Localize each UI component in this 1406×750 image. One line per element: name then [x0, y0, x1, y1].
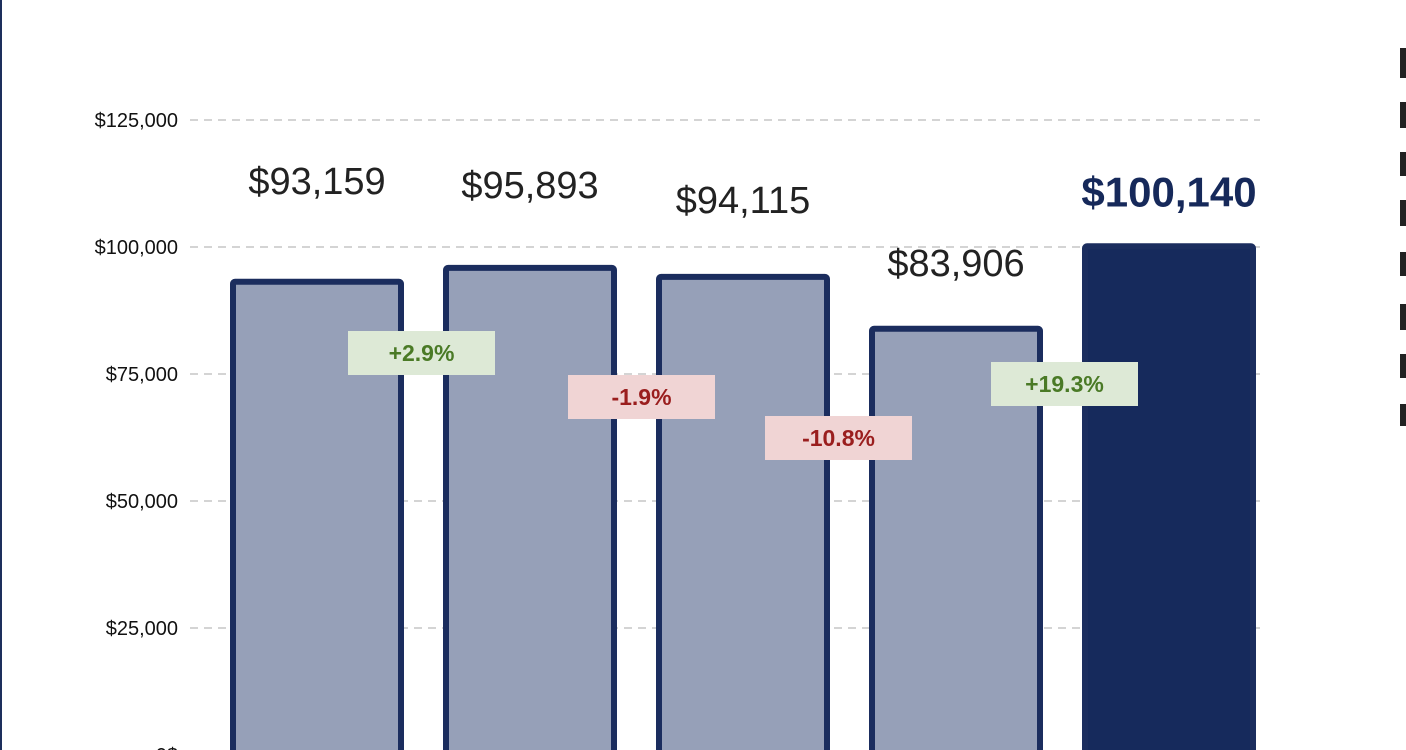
- y-tick-label: $100,000: [95, 237, 178, 259]
- bar-value-label: $83,906: [887, 243, 1024, 285]
- y-tick-label: $25,000: [106, 618, 178, 640]
- y-tick-label: $125,000: [95, 110, 178, 132]
- y-tick-label: $50,000: [106, 491, 178, 513]
- change-badge: -10.8%: [765, 416, 912, 460]
- change-badges: +2.9% -1.9% -10.8% +19.3%: [348, 331, 1138, 460]
- bar-highlighted: [1082, 243, 1256, 750]
- change-badge-bg: [568, 375, 715, 419]
- y-tick-label: 0$: [156, 745, 178, 750]
- change-badge-label: -10.8%: [802, 425, 875, 451]
- y-tick-label: $75,000: [106, 364, 178, 386]
- change-badge-label: -1.9%: [611, 384, 671, 410]
- change-badge-bg: [765, 416, 912, 460]
- value-labels: $93,159 $95,893 $94,115 $83,906 $100,140: [248, 161, 1256, 285]
- change-badge-bg: [348, 331, 495, 375]
- bar-value-label: $94,115: [676, 180, 811, 222]
- bar-value-label: $95,893: [461, 165, 598, 207]
- bar: [869, 325, 1043, 750]
- bar-value-label: $100,140: [1081, 168, 1256, 215]
- bar: [230, 278, 404, 750]
- bars: [230, 243, 1256, 750]
- change-badge-bg: [991, 362, 1138, 406]
- change-badge: +2.9%: [348, 331, 495, 375]
- right-edge-text-fragments: [1400, 0, 1406, 750]
- change-badge: -1.9%: [568, 375, 715, 419]
- bar: [656, 273, 830, 750]
- bar-value-label: $93,159: [248, 161, 385, 203]
- y-axis-ticks: 0$ $25,000 $50,000 $75,000 $100,000 $125,000: [95, 110, 178, 750]
- left-frame-border: [0, 0, 2, 750]
- change-badge: +19.3%: [991, 362, 1138, 406]
- change-badge-label: +2.9%: [389, 340, 455, 366]
- change-badge-label: +19.3%: [1025, 371, 1104, 397]
